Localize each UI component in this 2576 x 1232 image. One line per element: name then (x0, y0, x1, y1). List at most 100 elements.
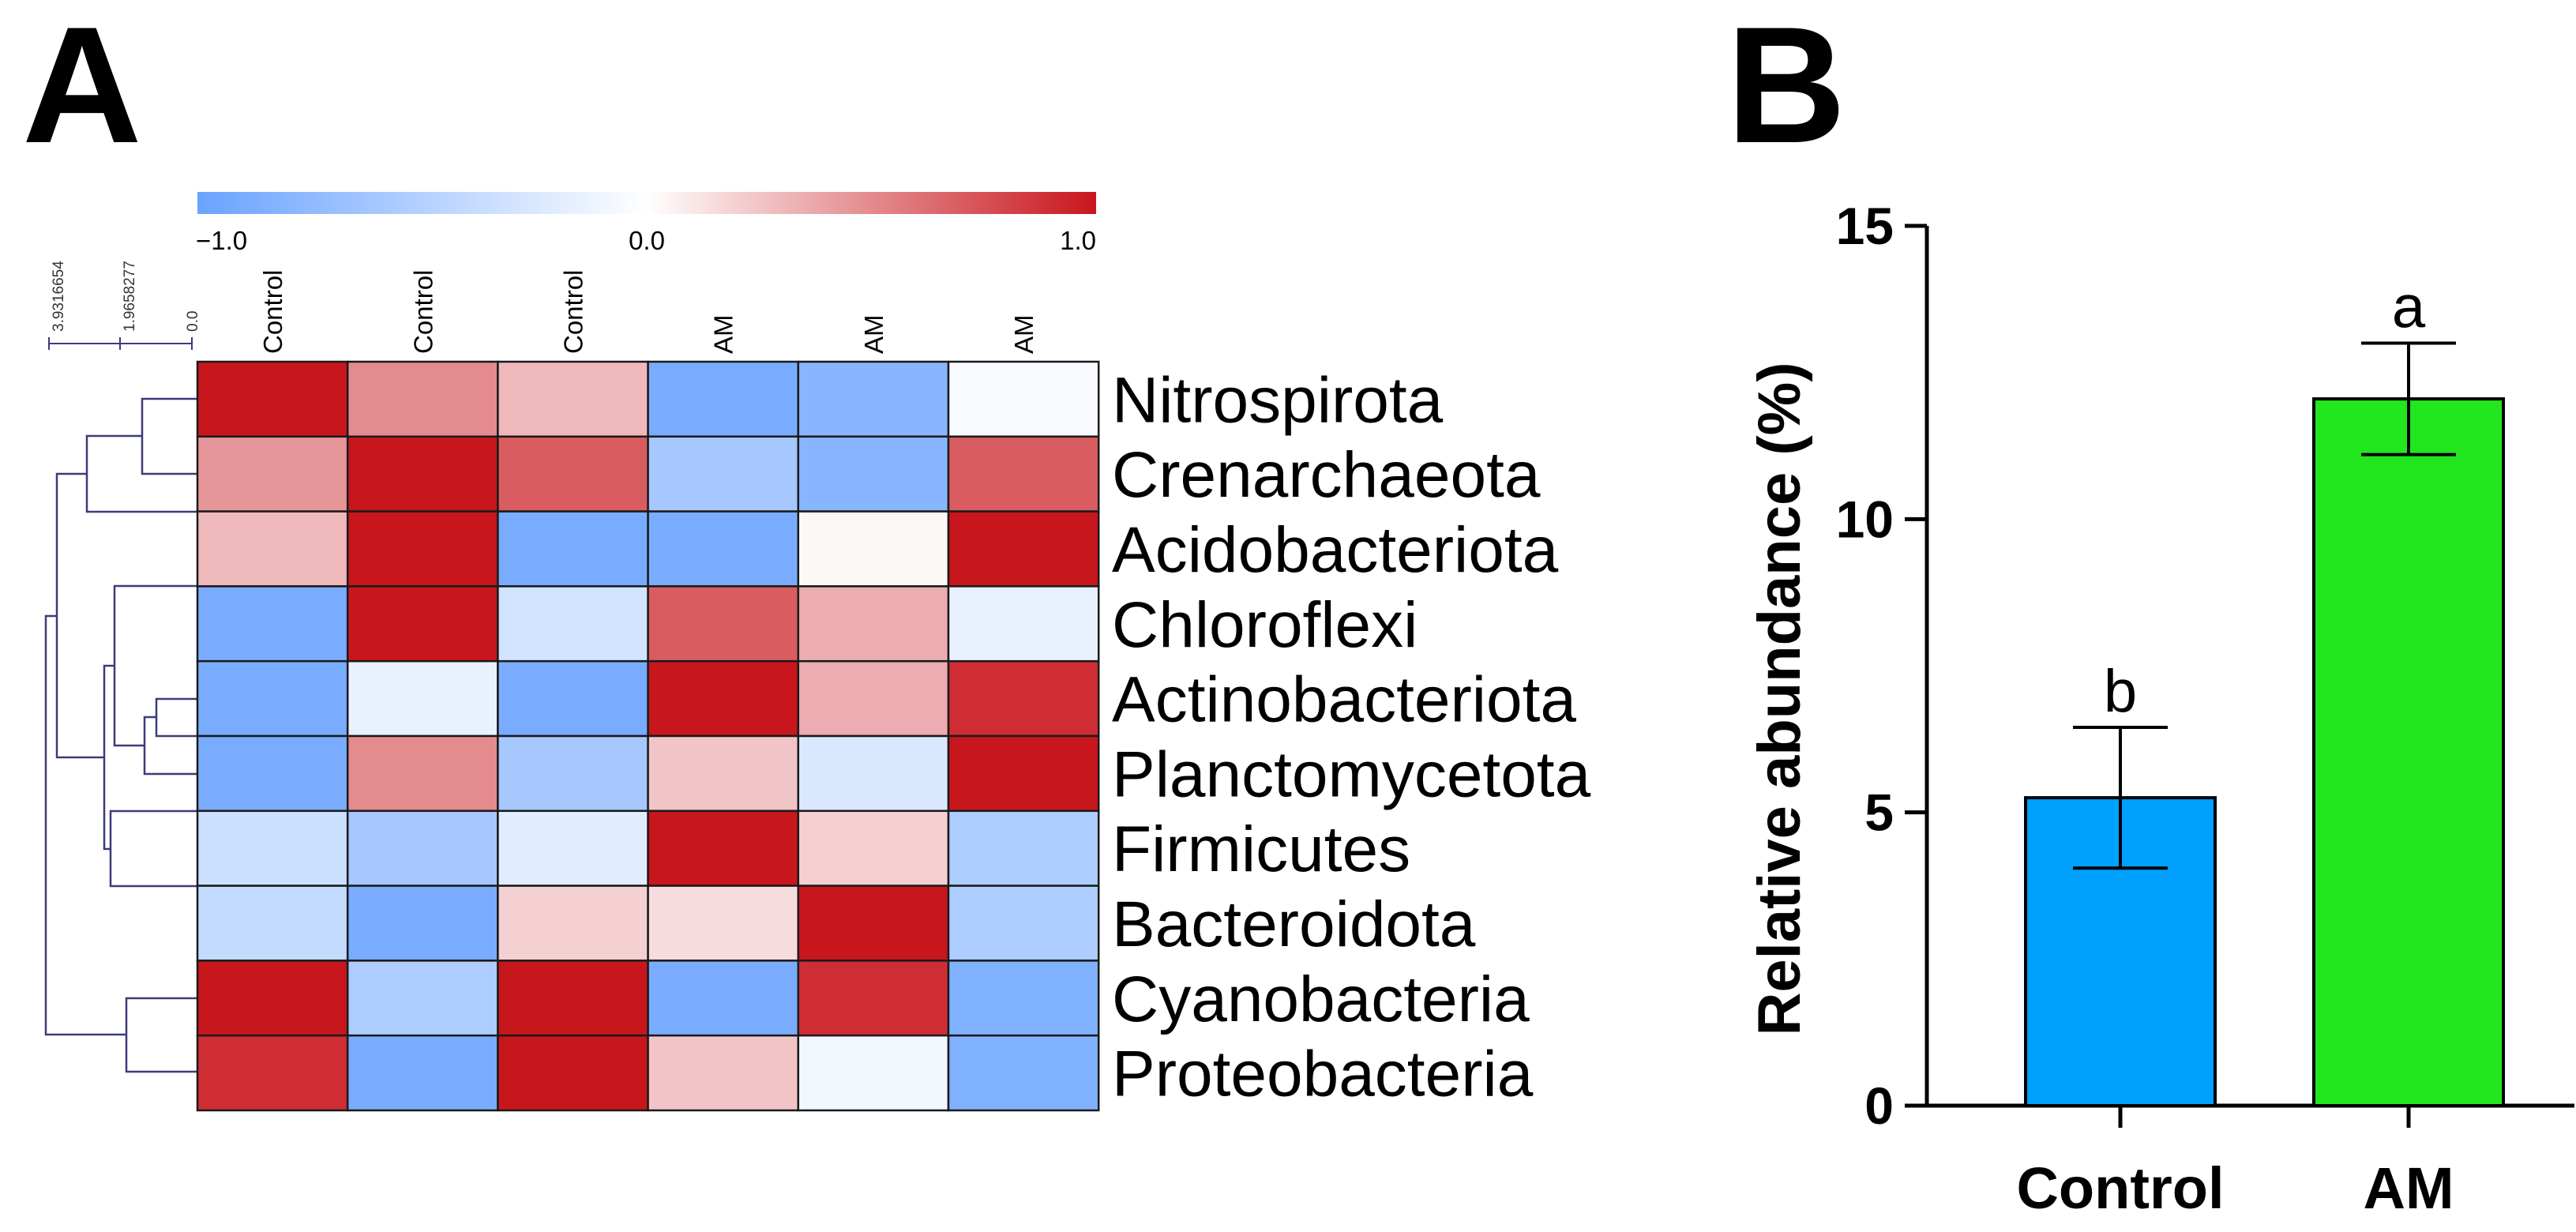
heatmap-panel: −1.0 0.0 1.0 3.9316654 1.9658277 0.0 (44, 192, 1591, 1112)
colorbar-mid-label: 0.0 (629, 226, 665, 255)
heatmap-row-labels: NitrospirotaCrenarchaeotaAcidobacteriota… (1112, 364, 1591, 1110)
colorbar-min-label: −1.0 (196, 226, 247, 255)
heatmap-cell (346, 960, 499, 1037)
heatmap-cell (947, 809, 1100, 887)
heatmap-cell (196, 510, 349, 588)
heatmap-cell (947, 510, 1100, 588)
y-axis: 0 5 10 15 (1836, 197, 1929, 1135)
x-axis: Control AM (1925, 1103, 2574, 1221)
row-label: Proteobacteria (1112, 1039, 1534, 1110)
heatmap-cell (647, 659, 800, 738)
heatmap-cell (797, 734, 950, 813)
heatmap-cell (797, 960, 950, 1037)
row-label: Chloroflexi (1112, 589, 1418, 661)
heatmap-cell (196, 734, 349, 813)
heatmap-cell (797, 585, 950, 663)
heatmap-cell (196, 435, 349, 513)
panel-b-letter: B (1726, 0, 1846, 178)
heatmap-cell (797, 1034, 950, 1112)
heatmap-cell (797, 885, 950, 962)
heatmap-cell (196, 659, 349, 738)
heatmap-column-labels: Control Control Control AM AM AM (258, 270, 1038, 354)
dendrogram-scale-label-max: 3.9316654 (51, 261, 67, 332)
heatmap-cell (497, 809, 649, 887)
row-dendrogram (44, 397, 197, 1073)
heatmap-cell (497, 510, 649, 588)
y-tick-label: 10 (1836, 490, 1894, 548)
column-label: AM (859, 315, 888, 355)
heatmap-cell (797, 659, 950, 738)
heatmap-cell (947, 885, 1100, 962)
heatmap-cell (947, 1034, 1100, 1112)
row-label: Nitrospirota (1112, 364, 1444, 436)
heatmap-cell (497, 659, 649, 738)
heatmap-cell (647, 885, 800, 962)
heatmap-cell (647, 809, 800, 887)
panel-a-letter: A (22, 0, 142, 178)
heatmap-cell (346, 1034, 499, 1112)
row-label: Bacteroidota (1112, 888, 1476, 960)
row-label: Actinobacteriota (1112, 664, 1576, 736)
colorbar (197, 192, 1096, 214)
heatmap-cell (346, 510, 499, 588)
y-tick-label: 15 (1836, 197, 1894, 255)
heatmap-cell (196, 885, 349, 962)
bar-marks: ba (2024, 274, 2505, 1107)
heatmap-cell (346, 885, 499, 962)
column-label: Control (408, 270, 437, 354)
row-label: Firmicutes (1112, 813, 1410, 885)
heatmap-cell (346, 734, 499, 813)
row-label: Acidobacteriota (1112, 514, 1559, 586)
x-category-label: AM (2363, 1155, 2454, 1221)
heatmap-cell (647, 510, 800, 588)
heatmap-cell (196, 585, 349, 663)
heatmap-cell (797, 809, 950, 887)
x-category-label: Control (2016, 1155, 2224, 1221)
row-label: Crenarchaeota (1112, 439, 1541, 511)
heatmap-cell (647, 960, 800, 1037)
heatmap-cell (797, 435, 950, 513)
heatmap-cell (497, 435, 649, 513)
significance-letter: b (2104, 658, 2137, 725)
heatmap-cell (497, 1034, 649, 1112)
heatmap-cell (647, 585, 800, 663)
heatmap-cell (497, 885, 649, 962)
heatmap-cell (196, 1034, 349, 1112)
heatmap-cell (196, 809, 349, 887)
heatmap-cell (947, 734, 1100, 813)
heatmap-cell (797, 360, 950, 438)
heatmap-cell (497, 960, 649, 1037)
heatmap-cell (947, 435, 1100, 513)
heatmap-cell (647, 435, 800, 513)
heatmap-cell (647, 734, 800, 813)
row-label: Planctomycetota (1112, 738, 1591, 810)
dendrogram-scale-label-mid: 1.9658277 (122, 261, 138, 332)
y-axis-title: Relative abundance (%) (1746, 362, 1813, 1035)
heatmap-cell (346, 435, 499, 513)
heatmap-cell (947, 960, 1100, 1037)
heatmap-cell (196, 360, 349, 438)
heatmap-cell (346, 659, 499, 738)
heatmap-cell (497, 734, 649, 813)
heatmap-cells (196, 360, 1100, 1112)
column-label: Control (559, 270, 588, 354)
heatmap-cell (647, 360, 800, 438)
heatmap-cell (346, 585, 499, 663)
heatmap-cell (947, 585, 1100, 663)
significance-letter: a (2392, 274, 2426, 341)
dendrogram-scale-label-zero: 0.0 (185, 311, 201, 332)
heatmap-cell (497, 585, 649, 663)
y-tick-label: 0 (1864, 1076, 1894, 1135)
heatmap-cell (497, 360, 649, 438)
heatmap-cell (947, 659, 1100, 738)
colorbar-max-label: 1.0 (1060, 226, 1096, 255)
column-label: Control (258, 270, 287, 354)
bar (2312, 397, 2505, 1107)
heatmap-cell (346, 809, 499, 887)
row-label: Cyanobacteria (1112, 963, 1530, 1035)
heatmap-cell (647, 1034, 800, 1112)
column-label: AM (709, 315, 738, 355)
column-label: AM (1009, 315, 1038, 355)
